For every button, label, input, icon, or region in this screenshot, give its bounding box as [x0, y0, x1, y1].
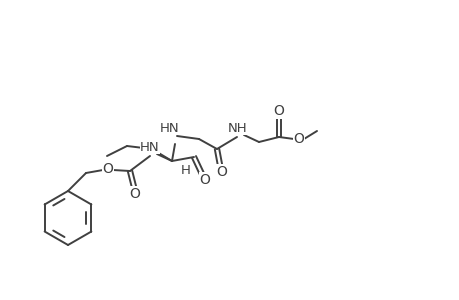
Text: HN: HN	[160, 122, 179, 134]
Text: O: O	[102, 162, 113, 176]
Text: O: O	[216, 165, 227, 179]
Text: NH: NH	[228, 122, 247, 134]
Text: O: O	[199, 173, 210, 187]
Text: HN: HN	[140, 140, 159, 154]
Text: O: O	[273, 104, 284, 118]
Text: O: O	[293, 132, 304, 146]
Text: H: H	[181, 164, 190, 176]
Text: O: O	[129, 187, 140, 201]
